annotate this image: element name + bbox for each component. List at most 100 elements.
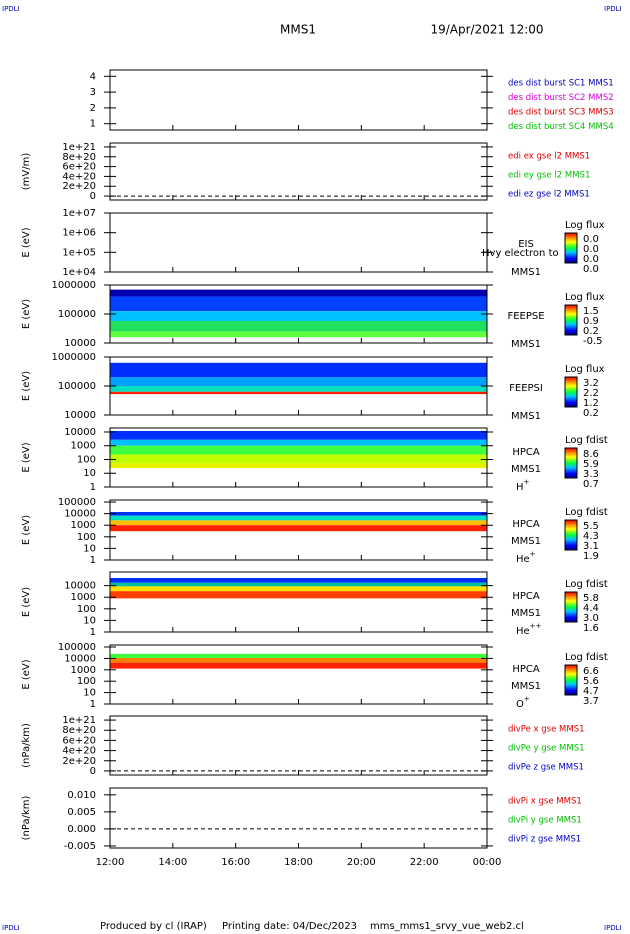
colorbar-title: Log fdist [565, 652, 608, 663]
instrument-label: MMS1 [511, 267, 541, 278]
species-label: H+ [516, 478, 530, 493]
y-tick-label: 10000 [64, 509, 96, 520]
colorbar-label: 0.0 [583, 234, 599, 245]
y-axis-label: (nPa/km) [21, 796, 32, 841]
y-tick-label: 100 [77, 604, 96, 615]
colorbar-label: 1.2 [583, 398, 599, 409]
corner-label: IPDLI [604, 924, 622, 932]
y-tick-label: 6e+20 [62, 162, 96, 173]
spectrogram-band [110, 439, 487, 446]
plot-frame [109, 787, 488, 849]
instrument-label: MMS1 [511, 411, 541, 422]
y-tick-label: 10000 [64, 410, 96, 421]
y-axis-label: (mV/m) [21, 153, 32, 191]
colorbar-label: 5.8 [583, 593, 599, 604]
species: He [516, 626, 530, 637]
y-tick-label: 10000 [64, 581, 96, 592]
legend-entry: divPi x gse MMS1 [508, 797, 582, 807]
colorbar-label: 1.6 [583, 623, 599, 634]
colorbar-label: 0.7 [583, 479, 599, 490]
y-tick-label: 1 [90, 555, 96, 566]
instrument-label: MMS1 [511, 536, 541, 547]
x-tick-label: 20:00 [347, 857, 376, 868]
y-tick-label: 10 [83, 543, 96, 554]
y-tick-label: 100000 [58, 381, 96, 392]
legend-entry: divPi z gse MMS1 [508, 835, 581, 845]
spectrogram-band [110, 430, 487, 440]
y-tick-label: 0.000 [67, 824, 96, 835]
charge: + [524, 478, 530, 486]
colorbar-label: 4.3 [583, 531, 599, 542]
spectrogram-band [110, 331, 487, 338]
spectrogram-band [110, 454, 487, 464]
x-tick-label: 22:00 [410, 857, 439, 868]
y-tick-label: 100000 [58, 497, 96, 508]
y-tick-label: 1e+05 [62, 247, 96, 258]
colorbar [564, 304, 578, 336]
instrument-label: EIS [518, 239, 534, 250]
spectrogram-band [110, 445, 487, 455]
y-tick-label: 10 [83, 468, 96, 479]
colorbar-label: 6.6 [583, 666, 599, 677]
x-tick-label: 00:00 [473, 857, 502, 868]
spectrogram-band [110, 591, 487, 599]
colorbar-label: 4.7 [583, 686, 599, 697]
corner-label: IPDLI [2, 924, 20, 932]
instrument-label: FEEPSE [507, 311, 544, 322]
y-tick-label: 6e+20 [62, 735, 96, 746]
spectrogram-band [110, 657, 487, 663]
spectrogram-band [110, 662, 487, 669]
colorbar-title: Log fdist [565, 579, 608, 590]
instrument-label: HPCA [512, 591, 540, 602]
y-axis-label: E (eV) [21, 371, 32, 401]
legend-entry: edi ez gse l2 MMS1 [508, 190, 590, 200]
spectrogram-band [110, 582, 487, 587]
colorbar-label: 1.5 [583, 306, 599, 317]
y-tick-label: 1e+21 [62, 142, 96, 153]
colorbar-label: 5.5 [583, 521, 599, 532]
spectrogram-band [110, 311, 487, 321]
spectrogram-band [110, 578, 487, 583]
y-tick-label: 100 [77, 454, 96, 465]
y-tick-label: 1e+06 [62, 228, 96, 239]
corner-label: IPDLI [604, 5, 622, 13]
y-tick-label: 1e+04 [62, 267, 96, 278]
y-tick-label: 2 [90, 103, 96, 114]
y-tick-label: 10 [83, 615, 96, 626]
y-axis-label: E (eV) [21, 587, 32, 617]
y-axis-label: E (eV) [21, 442, 32, 472]
legend-entry: edi ey gse l2 MMS1 [508, 171, 590, 181]
colorbar [564, 519, 578, 551]
y-tick-label: 1 [90, 482, 96, 493]
plot-frame [109, 69, 488, 131]
footer: Printing date: 04/Dec/2023 [222, 921, 357, 932]
spectrogram-band [110, 386, 487, 392]
y-tick-label: 0.005 [67, 807, 96, 818]
spectrogram-band [110, 463, 487, 469]
spectrogram-band [110, 320, 487, 332]
legend-entry: divPe z gse MMS1 [508, 763, 584, 773]
colorbar-label: 0.0 [583, 254, 599, 265]
y-tick-label: 100000 [58, 309, 96, 320]
y-tick-label: -0.005 [64, 841, 96, 852]
y-tick-label: 2e+20 [62, 756, 96, 767]
y-tick-label: 100 [77, 532, 96, 543]
y-tick-label: 1 [90, 119, 96, 130]
species: He [516, 554, 530, 565]
plot-frame [109, 212, 488, 273]
legend-entry: des dist burst SC1 MMS1 [508, 79, 614, 89]
y-tick-label: 1e+21 [62, 715, 96, 726]
title: MMS1 [280, 23, 316, 37]
y-tick-label: 1000000 [51, 280, 96, 291]
y-tick-label: 10 [83, 688, 96, 699]
colorbar-label: 2.2 [583, 388, 599, 399]
x-tick-label: 12:00 [96, 857, 125, 868]
colorbar-label: 3.0 [583, 613, 599, 624]
y-tick-label: 4 [90, 71, 96, 82]
legend-entry: divPi y gse MMS1 [508, 816, 582, 826]
y-tick-label: 0 [90, 766, 96, 777]
footer: mms_mms1_srvy_vue_web2.cl [370, 921, 524, 932]
spectrogram-band [110, 289, 487, 297]
y-tick-label: 4e+20 [62, 171, 96, 182]
colorbar-title: Log fdist [565, 507, 608, 518]
